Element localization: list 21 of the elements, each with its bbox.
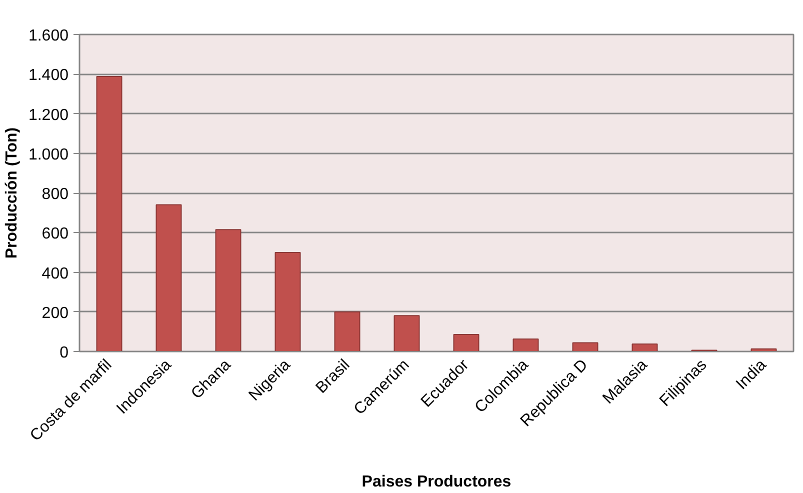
y-tick-label: 1.400 xyxy=(28,67,69,84)
bar xyxy=(274,252,301,352)
y-tick-label: 1.600 xyxy=(28,28,69,44)
y-tick-label: 0 xyxy=(60,344,69,362)
bar xyxy=(632,343,658,352)
y-tick-label: 1.200 xyxy=(28,106,69,124)
bar xyxy=(334,311,360,352)
bar xyxy=(572,342,598,352)
y-tick-label: 800 xyxy=(42,186,69,203)
y-axis-title: Producción (Ton) xyxy=(3,127,20,259)
y-tick-label: 600 xyxy=(42,226,69,243)
y-tick-label: 1.000 xyxy=(28,146,69,164)
bar xyxy=(96,76,122,352)
y-tick-label: 400 xyxy=(42,265,69,282)
y-tick-label: 200 xyxy=(42,304,69,322)
bar xyxy=(453,334,480,352)
bar xyxy=(215,229,242,352)
bar xyxy=(512,338,539,352)
bar xyxy=(156,204,182,352)
x-axis-title: Paises Productores xyxy=(362,474,512,491)
bar xyxy=(394,315,420,352)
